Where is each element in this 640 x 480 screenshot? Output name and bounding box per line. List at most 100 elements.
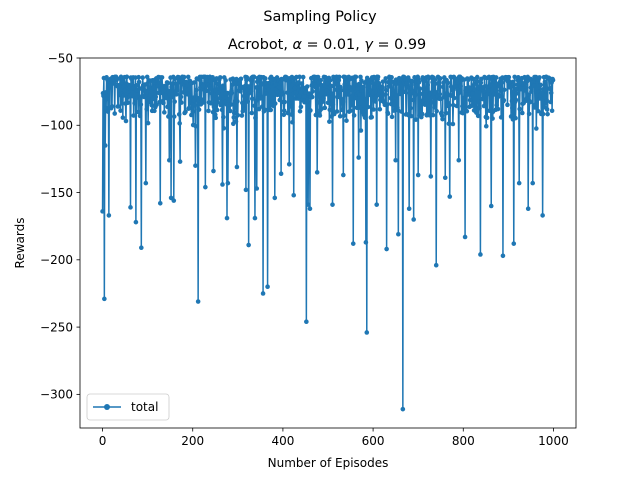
data-point [125, 100, 131, 106]
data-point [349, 100, 354, 105]
data-point [148, 92, 153, 98]
data-point [201, 100, 206, 105]
data-point [140, 75, 145, 80]
data-point [247, 84, 253, 89]
data-point [165, 80, 171, 86]
data-point [451, 102, 456, 108]
data-point [414, 83, 420, 88]
data-point [363, 96, 368, 102]
data-point [530, 180, 536, 186]
data-point [408, 113, 414, 119]
axis-ticks: 0 200 400 600 800 1000 −50 −100 −150 −200 −250 −300 [40, 51, 569, 448]
data-point [219, 107, 225, 113]
data-point [473, 106, 479, 111]
y-tick-label: −150 [40, 186, 73, 200]
data-point [170, 91, 175, 97]
data-point [144, 74, 150, 80]
data-point [238, 76, 244, 82]
data-point [234, 164, 240, 170]
data-point [416, 79, 422, 85]
data-point [506, 74, 512, 80]
data-point [277, 97, 283, 103]
data-point [177, 121, 182, 126]
data-point [251, 74, 257, 80]
data-point [135, 109, 141, 115]
data-point [337, 113, 343, 119]
data-point [413, 117, 419, 122]
data-point [345, 92, 351, 97]
data-point [117, 84, 122, 89]
data-point [367, 87, 373, 93]
data-point [336, 77, 342, 83]
data-point [374, 202, 380, 207]
data-point [272, 101, 278, 106]
data-point [149, 102, 154, 108]
data-point [502, 87, 507, 93]
data-point [327, 107, 333, 113]
data-point [386, 84, 392, 89]
axes-frame [79, 57, 577, 429]
data-point [348, 108, 353, 114]
data-point [439, 113, 445, 118]
data-point [486, 88, 491, 93]
data-point [330, 202, 335, 207]
data-point [321, 96, 326, 101]
data-point [153, 94, 159, 100]
data-point [217, 96, 223, 101]
data-point [231, 110, 237, 116]
data-point [143, 90, 149, 95]
data-point [185, 82, 190, 88]
data-point [304, 319, 309, 325]
data-point [152, 108, 157, 114]
data-point [297, 108, 303, 114]
data-point [176, 112, 182, 117]
data-point [314, 170, 320, 175]
data-point [238, 89, 243, 94]
x-tick-label: 600 [362, 434, 385, 448]
data-point [181, 74, 187, 80]
data-point [214, 107, 220, 113]
data-point [174, 92, 179, 97]
data-point [434, 108, 439, 114]
data-point [405, 85, 411, 90]
data-point [394, 92, 399, 98]
data-point [425, 82, 430, 88]
data-point [228, 102, 234, 107]
data-point [154, 102, 159, 108]
data-point [139, 245, 144, 251]
data-point [389, 75, 394, 80]
data-point [141, 94, 147, 100]
data-point [103, 90, 108, 95]
data-point [171, 198, 177, 203]
data-point [144, 106, 150, 112]
data-point [317, 113, 323, 118]
data-point [432, 105, 437, 110]
data-point [330, 102, 336, 107]
data-point [193, 163, 198, 168]
data-point [428, 174, 434, 179]
data-point [396, 231, 401, 237]
data-point [472, 87, 477, 92]
data-point [227, 108, 233, 114]
data-point [308, 108, 313, 113]
data-point [310, 89, 315, 94]
data-point [163, 84, 169, 90]
data-point [356, 81, 362, 87]
data-point [315, 100, 320, 105]
data-point [116, 104, 121, 109]
data-point [476, 99, 481, 104]
data-point [256, 106, 262, 112]
data-point [313, 84, 318, 90]
data-point [220, 182, 225, 187]
data-point [534, 126, 539, 131]
data-point [315, 74, 321, 80]
data-point [102, 143, 108, 148]
data-point [437, 91, 443, 97]
data-point [475, 113, 481, 119]
data-point [450, 87, 455, 93]
data-point [531, 83, 537, 88]
legend: total [86, 393, 170, 421]
data-point [171, 114, 177, 119]
x-tick-label: 200 [181, 434, 204, 448]
data-point [499, 80, 505, 85]
